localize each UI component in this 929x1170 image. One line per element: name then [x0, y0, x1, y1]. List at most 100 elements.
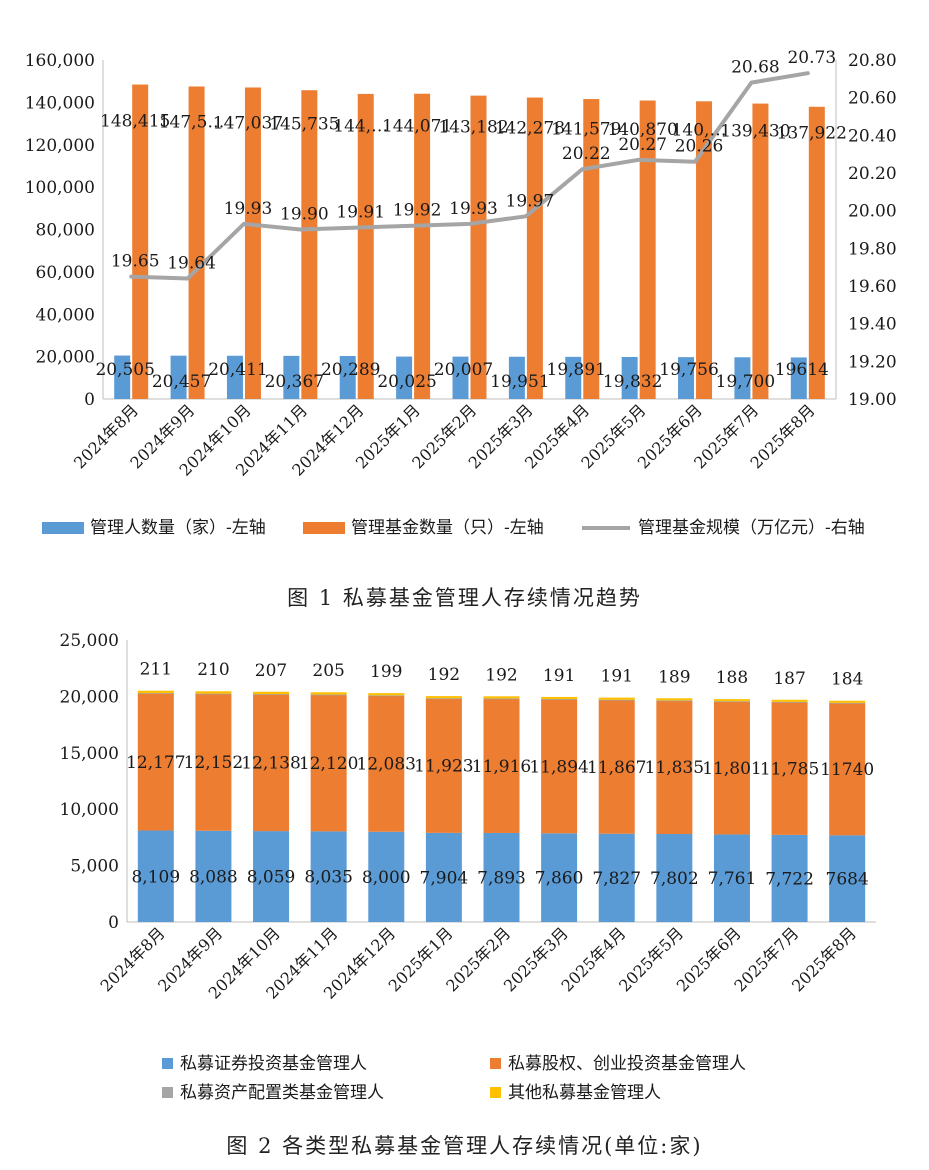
right-tick-label: 19.80 — [848, 239, 897, 259]
bar-fund-count — [639, 100, 656, 400]
label-equity: 11,785 — [760, 759, 819, 779]
bar-manager-count — [452, 356, 469, 399]
stacked-bar-segment-0 — [368, 831, 405, 922]
label-fund-scale: 19.93 — [224, 199, 273, 219]
bar-fund-count — [244, 87, 261, 399]
stacked-bar-segment-0 — [656, 833, 693, 922]
bar-fund-count — [132, 84, 149, 399]
stacked-bar-segment-0 — [253, 831, 290, 922]
label-manager-count: 19,832 — [603, 372, 662, 392]
left-tick-label: 40,000 — [36, 305, 95, 325]
label-fund-scale: 20.68 — [731, 58, 780, 78]
y-tick-label: 15,000 — [60, 744, 119, 764]
left-tick-label: 160,000 — [25, 51, 95, 71]
y-tick-label: 25,000 — [60, 631, 119, 651]
bar-manager-count — [170, 355, 187, 399]
left-tick-label: 20,000 — [36, 348, 95, 368]
line-fund-scale — [129, 71, 810, 281]
stacked-bar-segment-3 — [656, 698, 693, 701]
stacked-bar-segment-3 — [195, 691, 232, 694]
y-tick-label: 10,000 — [60, 800, 119, 820]
label-manager-count: 19,700 — [716, 372, 775, 392]
label-equity: 11,923 — [414, 757, 473, 777]
label-securities: 8,059 — [247, 868, 296, 888]
bar-fund-count — [188, 86, 205, 399]
stacked-bar-segment-3 — [713, 699, 750, 702]
stacked-bar-segment-3 — [771, 699, 808, 702]
legend-label: 其他私募基金管理人 — [508, 1083, 661, 1103]
right-tick-label: 19.20 — [848, 352, 897, 372]
label-fund-count: 137,922 — [777, 123, 847, 143]
legend-swatch — [162, 1087, 173, 1098]
right-tick-label: 20.80 — [848, 51, 897, 71]
stacked-bar-segment-0 — [195, 830, 232, 922]
legend-label: 私募资产配置类基金管理人 — [180, 1083, 384, 1103]
legend-swatch — [303, 522, 345, 534]
stacked-bar-segment-1 — [483, 698, 520, 833]
label-other: 191 — [601, 667, 633, 687]
stacked-bar-segment-1 — [368, 695, 405, 832]
label-securities: 7,827 — [592, 869, 641, 889]
stacked-bar-segment-2 — [771, 701, 808, 703]
label-fund-scale: 19.91 — [336, 203, 385, 223]
stacked-bar-segment-0 — [483, 832, 520, 922]
stacked-bar-segment-3 — [310, 692, 347, 695]
label-securities: 7,722 — [765, 869, 814, 889]
bar-manager-count — [621, 356, 638, 399]
bar-manager-count — [790, 357, 807, 399]
label-manager-count: 20,411 — [208, 360, 267, 380]
stacked-bar-segment-3 — [368, 693, 405, 696]
label-fund-scale: 20.73 — [787, 48, 836, 68]
bar-fund-count — [470, 95, 487, 399]
label-manager-count: 20,367 — [265, 372, 324, 392]
legend-label: 私募证券投资基金管理人 — [180, 1054, 367, 1074]
right-tick-label: 20.00 — [848, 202, 897, 222]
label-equity: 11,894 — [529, 757, 588, 777]
label-securities: 7,761 — [708, 869, 757, 889]
stacked-bar-segment-2 — [483, 698, 520, 700]
label-fund-count: 141,579 — [551, 119, 621, 139]
stacked-bar-segment-2 — [368, 695, 405, 697]
legend-swatch — [42, 522, 84, 534]
stacked-bar-segment-0 — [771, 834, 808, 922]
stacked-bar-segment-1 — [771, 701, 808, 835]
label-manager-count: 20,505 — [95, 360, 154, 380]
stacked-bar-segment-3 — [425, 696, 462, 699]
label-securities: 8,109 — [131, 867, 180, 887]
label-other: 210 — [197, 660, 229, 680]
stacked-bar-segment-2 — [310, 694, 347, 696]
chart-2-caption: 图 2 各类型私募基金管理人存续情况(单位:家) — [226, 1134, 703, 1158]
label-equity: 12,120 — [299, 754, 358, 774]
label-fund-count: 142,278 — [495, 118, 565, 138]
right-tick-label: 20.60 — [848, 89, 897, 109]
bar-manager-count — [114, 355, 131, 399]
stacked-bar-segment-2 — [541, 699, 578, 700]
bar-fund-count — [301, 90, 318, 399]
label-fund-count: 148,415 — [100, 112, 170, 132]
stacked-bar-segment-1 — [598, 699, 635, 834]
bar-fund-count — [526, 97, 543, 399]
label-other: 192 — [428, 665, 460, 685]
stacked-bar-segment-0 — [425, 832, 462, 922]
label-other: 189 — [658, 667, 690, 687]
right-tick-label: 19.00 — [848, 390, 897, 410]
label-manager-count: 20,289 — [321, 360, 380, 380]
stacked-bar-segment-3 — [483, 696, 520, 699]
stacked-bar-segment-2 — [137, 693, 174, 694]
y-tick-label: 0 — [108, 913, 119, 933]
bar-fund-count — [583, 99, 600, 400]
legend-swatch — [162, 1058, 173, 1069]
label-fund-scale: 20.22 — [562, 144, 611, 164]
bar-manager-count — [339, 356, 356, 399]
label-equity: 11,801 — [702, 759, 761, 779]
right-tick-label: 20.20 — [848, 164, 897, 184]
label-securities: 8,088 — [189, 867, 238, 887]
label-equity: 11,835 — [645, 758, 704, 778]
label-fund-count: 140,870 — [607, 120, 677, 140]
left-tick-label: 60,000 — [36, 263, 95, 283]
label-other: 184 — [831, 670, 863, 690]
stacked-bar-segment-1 — [541, 699, 578, 834]
label-fund-count: 144,… — [333, 117, 388, 137]
label-fund-scale: 19.93 — [449, 199, 498, 219]
stacked-bar-segment-1 — [137, 693, 174, 831]
